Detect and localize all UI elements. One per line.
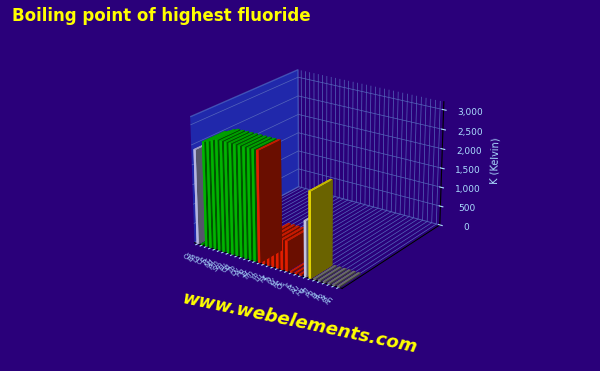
Text: Boiling point of highest fluoride: Boiling point of highest fluoride — [12, 7, 311, 26]
Text: www.webelements.com: www.webelements.com — [181, 289, 419, 357]
